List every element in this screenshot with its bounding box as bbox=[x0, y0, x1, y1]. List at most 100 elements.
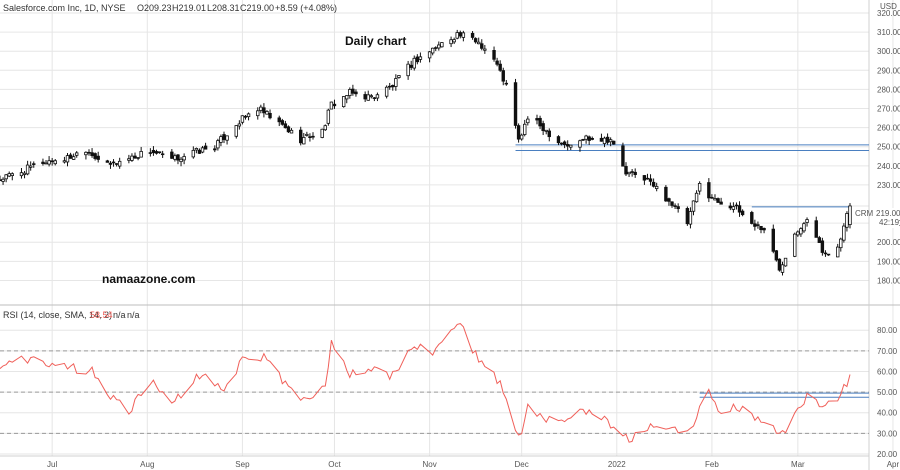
candle-body bbox=[599, 137, 604, 142]
candle-body bbox=[182, 156, 186, 161]
candle-body bbox=[332, 103, 337, 107]
candle-body bbox=[820, 240, 825, 253]
candle-body bbox=[648, 178, 653, 182]
candle-body bbox=[774, 250, 779, 261]
candle-body bbox=[213, 148, 217, 151]
candle-body bbox=[93, 153, 97, 159]
price-tick-label: 250.00 bbox=[877, 143, 900, 152]
candle-body bbox=[96, 155, 100, 160]
candle-body bbox=[624, 166, 628, 175]
candle-body bbox=[584, 135, 588, 140]
candle-body bbox=[688, 211, 693, 225]
candle-body bbox=[805, 219, 809, 223]
candle-body bbox=[222, 134, 226, 140]
candle-body bbox=[627, 171, 631, 175]
time-axis-label: Oct bbox=[328, 460, 341, 469]
price-tick-label: 320.00 bbox=[877, 9, 900, 18]
candle-body bbox=[667, 198, 671, 202]
rsi-tick-label: 40.00 bbox=[877, 409, 898, 418]
price-tick-label: 200.00 bbox=[877, 238, 900, 247]
candle-body bbox=[234, 125, 238, 137]
candle-body bbox=[394, 78, 398, 87]
candle-body bbox=[565, 144, 570, 147]
candle-body bbox=[87, 151, 91, 154]
candle-body bbox=[642, 175, 647, 181]
price-tick-label: 180.00 bbox=[877, 276, 900, 285]
candle-body bbox=[75, 152, 79, 156]
symbol-title: Salesforce.com Inc, 1D, NYSE bbox=[3, 3, 126, 13]
candle-body bbox=[397, 75, 401, 78]
candle-body bbox=[719, 201, 723, 205]
time-axis-label: Sep bbox=[235, 460, 250, 469]
candle-body bbox=[341, 96, 346, 108]
candle-body bbox=[771, 228, 775, 252]
last-price-label: 219.00 bbox=[876, 209, 900, 218]
candle-body bbox=[157, 151, 162, 154]
candle-body bbox=[799, 228, 803, 235]
candle-body bbox=[369, 95, 373, 98]
candle-body bbox=[277, 117, 281, 123]
candle-body bbox=[68, 154, 73, 159]
candle-body bbox=[602, 137, 607, 144]
price-axis-ticks: 320.00 310.00 300.00 290.00 280.00 270.00 260.… bbox=[877, 9, 900, 285]
candle-body bbox=[62, 160, 67, 163]
rsi-axis-ticks: 80.00 70.00 60.00 50.00 40.00 30.00 20.00 bbox=[877, 326, 898, 459]
candle-body bbox=[495, 60, 499, 65]
candle-body bbox=[492, 50, 496, 60]
candle-body bbox=[535, 118, 539, 121]
ohlc-high: H219.01 bbox=[172, 3, 206, 13]
candle-body bbox=[587, 136, 591, 141]
candle-body bbox=[461, 32, 466, 38]
candle-body bbox=[139, 151, 143, 158]
rsi-tick-label: 30.00 bbox=[877, 429, 898, 438]
candle-body bbox=[544, 129, 548, 132]
candle-body bbox=[762, 227, 766, 231]
candle-body bbox=[7, 173, 11, 177]
candle-body bbox=[559, 142, 564, 145]
candle-body bbox=[691, 200, 696, 212]
candle-body bbox=[418, 56, 423, 60]
candle-body bbox=[409, 64, 413, 68]
candle-body bbox=[415, 56, 420, 63]
candle-body bbox=[90, 152, 94, 156]
ohlc-close: C219.00 bbox=[240, 3, 274, 13]
candle-body bbox=[608, 139, 613, 143]
last-price-badge bbox=[873, 208, 899, 228]
candle-body bbox=[194, 148, 199, 151]
time-axis-label: Aug bbox=[140, 460, 154, 469]
rsi-na-2: n/a bbox=[127, 310, 140, 320]
candle-body bbox=[127, 158, 131, 161]
candle-body bbox=[676, 206, 680, 210]
candle-body bbox=[65, 155, 70, 163]
ohlc-change: +8.59 (+4.08%) bbox=[275, 3, 337, 13]
candle-body bbox=[848, 205, 852, 226]
rsi-tick-label: 50.00 bbox=[877, 388, 898, 397]
candle-body bbox=[348, 89, 352, 96]
annotation-daily-chart: Daily chart bbox=[345, 34, 406, 48]
candle-body bbox=[372, 97, 377, 99]
candle-body bbox=[753, 223, 757, 227]
candle-body bbox=[836, 246, 840, 258]
candle-body bbox=[219, 136, 223, 143]
candle-body bbox=[685, 208, 690, 225]
candlestick-series bbox=[0, 29, 852, 276]
candle-body bbox=[375, 94, 380, 99]
candle-body bbox=[22, 172, 27, 175]
candle-body bbox=[105, 160, 110, 163]
price-tick-label: 260.00 bbox=[877, 124, 900, 133]
ohlc-low: L208.31 bbox=[207, 3, 240, 13]
candle-body bbox=[470, 32, 475, 38]
candle-body bbox=[326, 109, 331, 124]
candle-body bbox=[612, 140, 616, 145]
candle-body bbox=[170, 151, 174, 159]
grid-lines bbox=[0, 0, 894, 456]
candle-body bbox=[308, 136, 312, 138]
rsi-value: 58.54 bbox=[90, 310, 113, 320]
price-tick-label: 230.00 bbox=[877, 181, 900, 190]
candle-body bbox=[513, 82, 518, 126]
watermark-text: namaazone.com bbox=[102, 272, 195, 286]
candle-body bbox=[716, 198, 720, 203]
candle-body bbox=[578, 140, 582, 148]
candle-body bbox=[111, 161, 116, 164]
